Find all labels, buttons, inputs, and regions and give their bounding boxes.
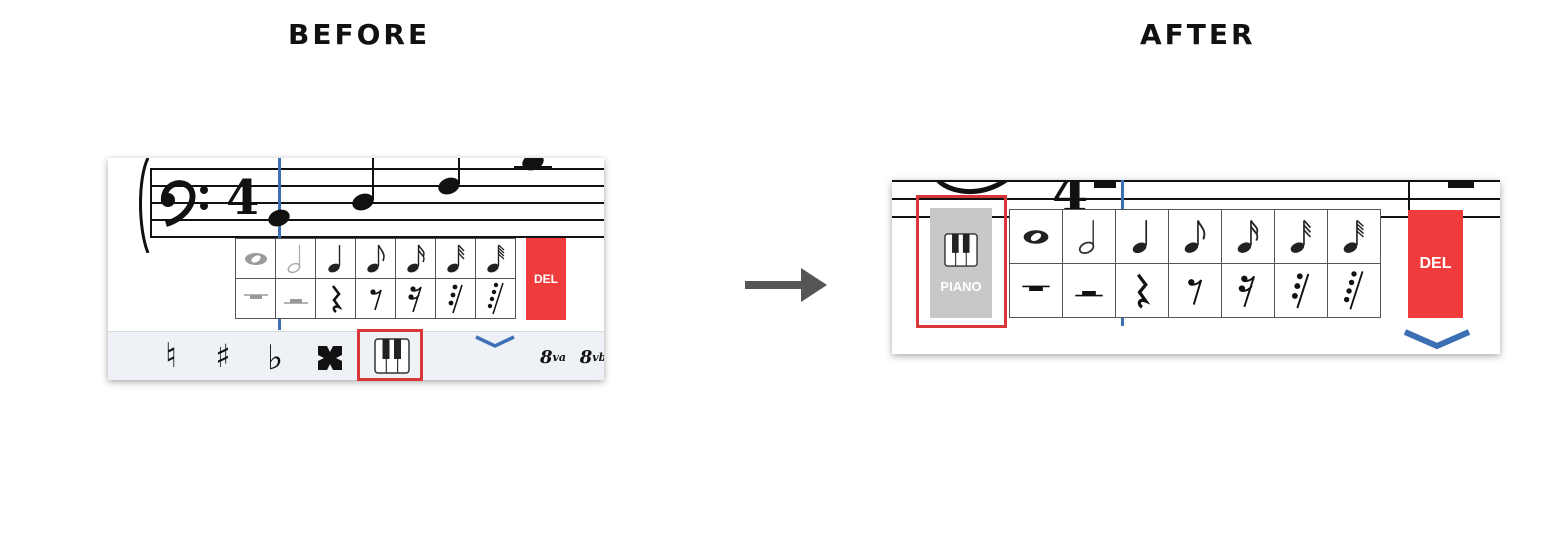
double-sharp-button[interactable] xyxy=(312,338,348,378)
after-heading: AFTER xyxy=(1140,18,1256,51)
time-signature: 4 xyxy=(226,170,260,226)
sixteenth-note-icon xyxy=(406,244,425,272)
duration-palette xyxy=(235,238,516,319)
before-panel: 4 xyxy=(108,158,604,380)
eighth-rest-button[interactable] xyxy=(1169,264,1222,318)
delete-button[interactable]: DEL xyxy=(1408,210,1463,318)
half-rest-button[interactable] xyxy=(276,279,316,319)
sixty-fourth-note-icon xyxy=(486,244,504,272)
octave-up-number: 8 xyxy=(539,346,553,368)
eighth-note-button[interactable] xyxy=(356,239,396,279)
sixty-fourth-note-icon xyxy=(1343,219,1364,253)
whole-rest-button[interactable] xyxy=(1010,264,1063,318)
octave-up-suffix: va xyxy=(552,350,567,364)
delete-button[interactable]: DEL xyxy=(526,238,566,320)
whole-note-button[interactable] xyxy=(236,239,276,279)
octave-down-number: 8 xyxy=(579,346,593,368)
quarter-rest-button[interactable] xyxy=(316,279,356,319)
chevron-down-icon[interactable] xyxy=(1402,328,1472,352)
sixty-fourth-note-button[interactable] xyxy=(476,239,516,279)
thirty-second-rest-button[interactable] xyxy=(1275,264,1328,318)
quarter-rest-icon xyxy=(1136,273,1151,309)
toolbar: ♮ ♯ ♭ 8va 8vb xyxy=(108,331,604,380)
quarter-note-button[interactable] xyxy=(1116,210,1169,264)
note-stem xyxy=(458,158,460,184)
brace-icon xyxy=(139,158,150,253)
quarter-note-icon xyxy=(1132,219,1148,253)
thirty-second-rest-icon xyxy=(448,284,463,313)
sixty-fourth-rest-icon xyxy=(1343,270,1364,310)
whole-rest-icon xyxy=(1022,285,1050,291)
piano-button-highlight xyxy=(916,195,1007,328)
half-rest-button[interactable] xyxy=(1063,264,1116,318)
bass-clef-icon xyxy=(160,180,208,227)
half-note-icon xyxy=(1078,219,1095,254)
sixteenth-rest-icon xyxy=(407,285,422,312)
sharp-button[interactable]: ♯ xyxy=(215,337,231,375)
half-note-button[interactable] xyxy=(1063,210,1116,264)
natural-button[interactable]: ♮ xyxy=(164,336,178,376)
whole-note-icon xyxy=(1023,229,1049,244)
double-sharp-icon xyxy=(318,346,342,370)
note-stem xyxy=(372,158,374,200)
quarter-note-icon xyxy=(327,244,340,272)
flat-button[interactable]: ♭ xyxy=(266,338,284,378)
half-rest-icon xyxy=(1075,290,1103,296)
sixteenth-note-icon xyxy=(1237,219,1259,253)
sixty-fourth-rest-icon xyxy=(487,282,504,314)
sixteenth-note-button[interactable] xyxy=(1222,210,1275,264)
half-note-icon xyxy=(287,244,300,273)
octave-down-suffix: vb xyxy=(592,350,604,364)
sixteenth-note-button[interactable] xyxy=(396,239,436,279)
thirty-second-note-icon xyxy=(1290,219,1312,253)
piano-button-highlight xyxy=(357,329,423,381)
eighth-rest-icon xyxy=(369,288,382,310)
octave-down-button[interactable]: 8vb xyxy=(576,342,604,372)
whole-note-button[interactable] xyxy=(1010,210,1063,264)
octave-up-button[interactable]: 8 va xyxy=(536,342,570,372)
thirty-second-rest-icon xyxy=(1291,272,1310,308)
piano-keys-icon xyxy=(374,338,410,374)
quarter-rest-button[interactable] xyxy=(1116,264,1169,318)
duration-palette xyxy=(1009,209,1381,318)
whole-rest-icon xyxy=(243,293,268,299)
whole-note-icon xyxy=(244,252,267,265)
sixty-fourth-note-button[interactable] xyxy=(1328,210,1381,264)
eighth-rest-icon xyxy=(1188,278,1203,305)
clef-fragment-icon xyxy=(936,180,1008,195)
whole-rest-button[interactable] xyxy=(236,279,276,319)
thirty-second-note-icon xyxy=(446,244,465,272)
note[interactable] xyxy=(265,206,293,230)
piano-button[interactable] xyxy=(366,334,418,378)
sixteenth-rest-icon xyxy=(1238,275,1256,307)
quarter-rest-icon xyxy=(331,284,343,313)
sixteenth-rest-button[interactable] xyxy=(396,279,436,319)
before-heading: BEFORE xyxy=(288,18,431,51)
sixteenth-rest-button[interactable] xyxy=(1222,264,1275,318)
piano-keys-icon xyxy=(944,232,978,267)
eighth-note-icon xyxy=(1184,219,1206,253)
thirty-second-note-button[interactable] xyxy=(1275,210,1328,264)
sixty-fourth-rest-button[interactable] xyxy=(1328,264,1381,318)
half-note-button[interactable] xyxy=(276,239,316,279)
quarter-note-button[interactable] xyxy=(316,239,356,279)
chevron-down-icon[interactable] xyxy=(474,334,516,350)
sixty-fourth-rest-button[interactable] xyxy=(476,279,516,319)
eighth-rest-button[interactable] xyxy=(356,279,396,319)
arrow-right-icon xyxy=(745,268,827,302)
eighth-note-button[interactable] xyxy=(1169,210,1222,264)
thirty-second-rest-button[interactable] xyxy=(436,279,476,319)
half-rest-icon xyxy=(283,298,308,304)
piano-button[interactable]: PIANO xyxy=(930,208,992,318)
thirty-second-note-button[interactable] xyxy=(436,239,476,279)
piano-label: PIANO xyxy=(940,278,982,294)
ledger-line xyxy=(514,166,552,168)
eighth-note-icon xyxy=(366,244,385,272)
